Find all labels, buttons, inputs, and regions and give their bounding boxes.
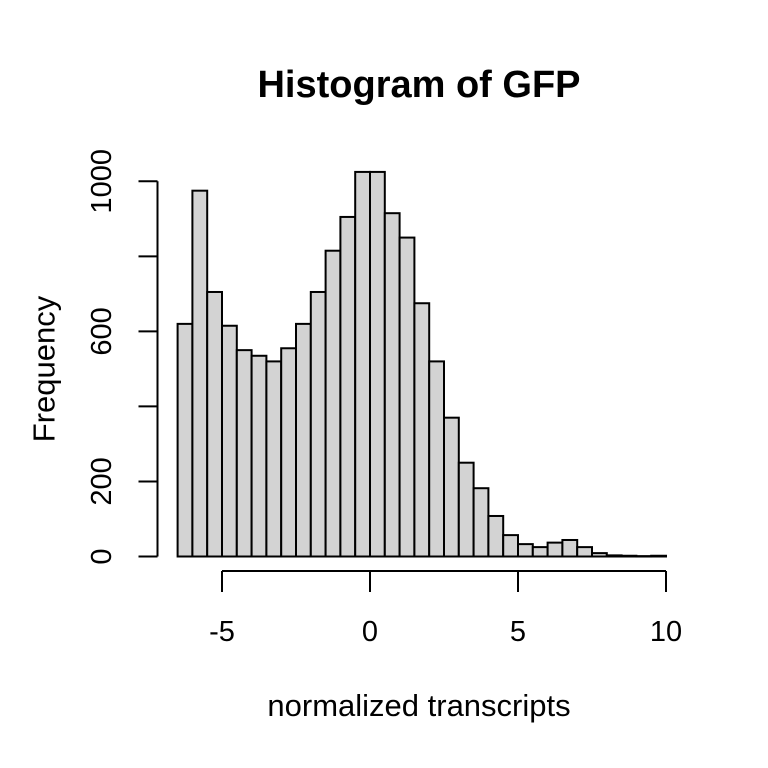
histogram-bar [650,554,668,558]
histogram-bar [191,189,209,558]
histogram-bar [517,543,534,558]
x-tick-label: 10 [650,616,682,648]
histogram-bar [487,514,505,558]
histogram-bar [443,416,460,558]
y-tick-label: 200 [86,457,118,505]
histogram-bar [280,347,298,558]
histogram-bar [413,302,431,558]
x-axis-label: normalized transcripts [267,688,570,723]
histogram-bar [591,552,608,558]
histogram-bar [502,534,520,558]
chart-title: Histogram of GFP [257,64,580,106]
histogram-bar [295,322,312,558]
histogram-bar [620,554,638,558]
histogram-bar [309,290,327,558]
y-tick-label: 1000 [86,149,118,214]
y-tick-label: 600 [86,307,118,355]
histogram-bar [561,538,579,558]
histogram-bar [176,322,194,558]
histogram-bar [576,546,594,558]
histogram-bar [546,541,564,558]
histogram-bar [339,215,357,558]
histogram-bar [457,461,475,558]
histogram-bar [324,249,342,558]
histogram-bar [383,212,401,558]
histogram-bar [354,170,372,558]
histogram-bar [428,360,446,558]
histogram-bar [369,170,386,558]
histogram-bar [265,360,283,558]
x-tick-label: -5 [209,616,235,648]
histogram-bars [176,170,668,558]
histogram-bar [250,354,268,558]
x-axis: -5 0 5 10 [209,570,682,648]
x-tick-label: 5 [510,616,526,648]
y-axis: 0 200 600 1000 [86,149,159,565]
y-axis-label: Frequency [27,295,62,442]
x-tick-label: 0 [362,616,378,648]
histogram-bar [206,290,223,558]
histogram-bar [605,554,623,558]
histogram-bar [235,349,253,558]
histogram-bar [472,487,490,558]
y-tick-label: 0 [86,548,118,564]
histogram-bar [398,236,416,558]
histogram-bar [221,324,238,558]
histogram-bar [531,546,549,558]
